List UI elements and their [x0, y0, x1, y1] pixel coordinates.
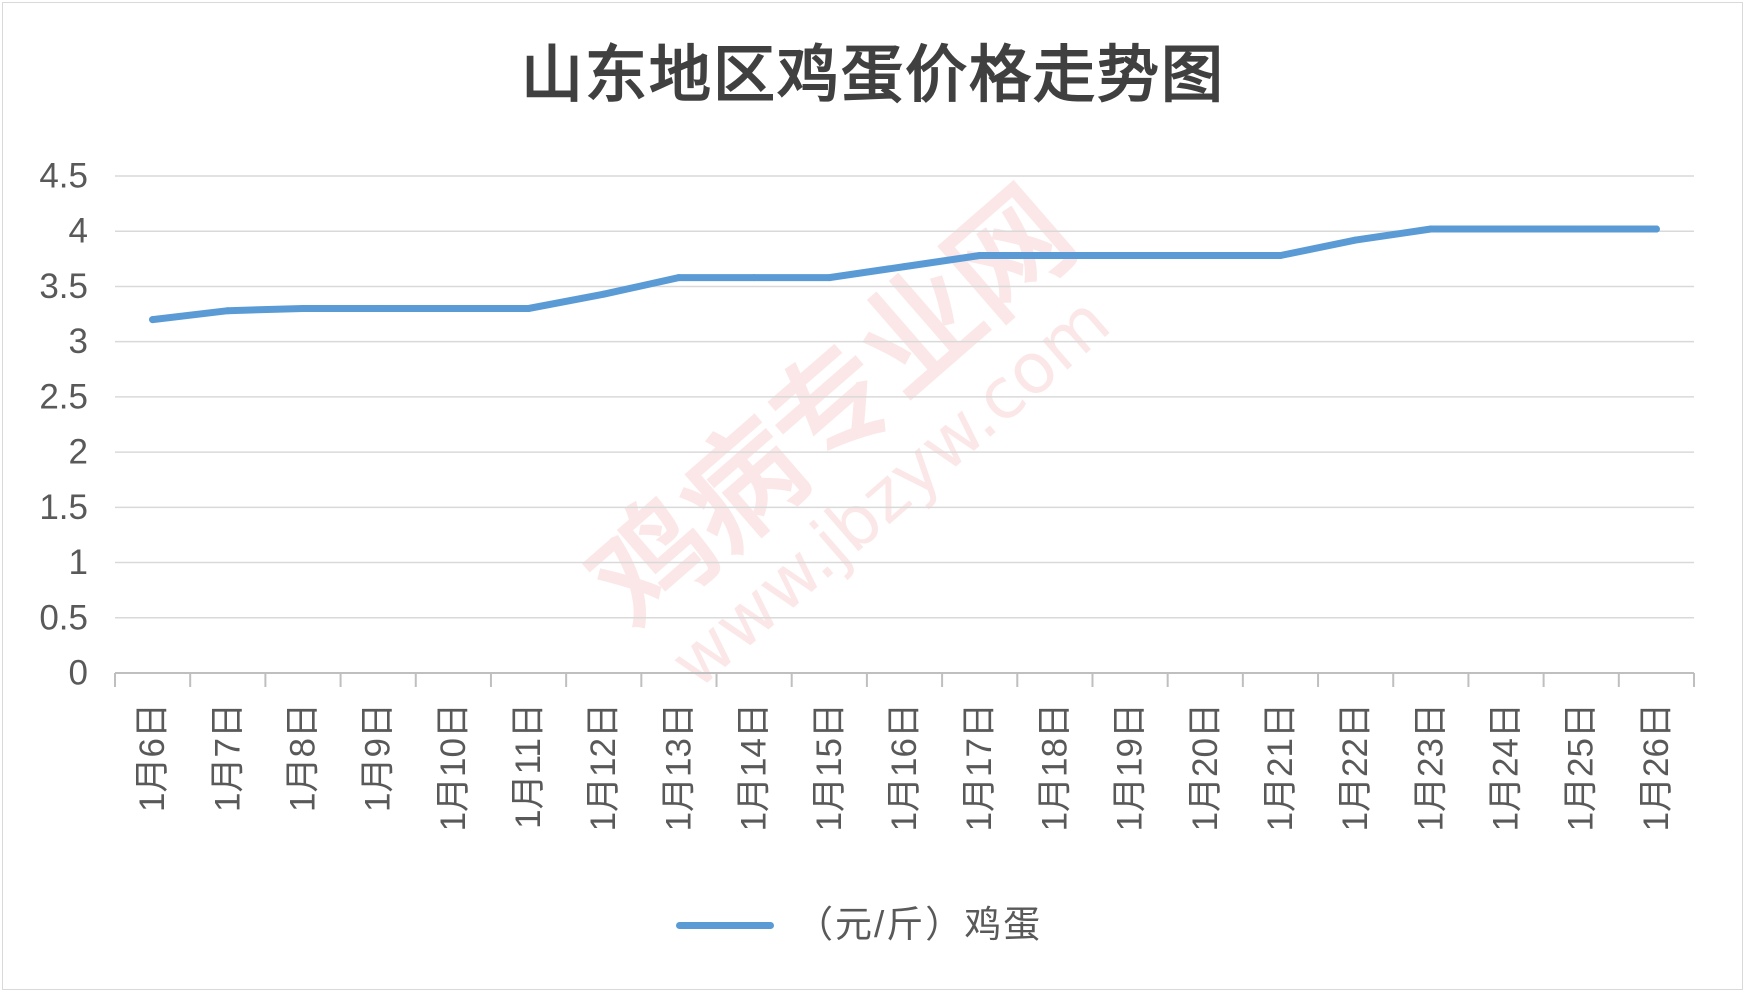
y-tick-label: 3: [69, 322, 88, 361]
legend-label: （元/斤）鸡蛋: [796, 904, 1043, 945]
y-tick-label: 2.5: [39, 377, 88, 416]
y-tick-label: 1: [69, 543, 88, 582]
data-point: [1652, 225, 1660, 233]
x-tick-label: 1月7日: [208, 703, 247, 812]
data-point: [224, 307, 232, 315]
y-tick-label: 4: [69, 212, 88, 251]
x-tick-label: 1月24日: [1487, 703, 1526, 831]
x-tick-label: 1月23日: [1411, 703, 1450, 831]
y-tick-label: 0: [69, 654, 88, 693]
data-point: [1051, 252, 1059, 260]
data-point: [1126, 252, 1134, 260]
x-tick-label: 1月6日: [133, 703, 172, 812]
x-tick-label: 1月26日: [1637, 703, 1676, 831]
x-tick-label: 1月9日: [359, 703, 398, 812]
y-tick-label: 2: [69, 433, 88, 472]
series-group: [149, 225, 1660, 324]
data-point: [1577, 225, 1585, 233]
data-point: [1201, 252, 1209, 260]
x-tick-label: 1月14日: [735, 703, 774, 831]
data-point: [675, 274, 683, 282]
x-tick-label: 1月21日: [1261, 703, 1300, 831]
x-axis: [114, 672, 1695, 687]
x-tick-label: 1月22日: [1336, 703, 1375, 831]
y-tick-label: 0.5: [39, 598, 88, 637]
x-tick-label: 1月13日: [659, 703, 698, 831]
data-point: [825, 274, 833, 282]
x-tick-label: 1月8日: [283, 703, 322, 812]
x-axis-labels: 1月6日 1月7日 1月8日 1月9日 1月10日 1月11日 1月12日 1月13日 1月14…: [133, 703, 1676, 831]
x-tick-label: 1月19日: [1111, 703, 1150, 831]
data-point: [149, 316, 157, 324]
x-tick-label: 1月12日: [584, 703, 623, 831]
data-point: [600, 290, 608, 298]
y-tick-label: 1.5: [39, 488, 88, 527]
x-tick-label: 1月16日: [885, 703, 924, 831]
data-point: [901, 263, 908, 271]
x-tick-label: 1月17日: [960, 703, 999, 831]
x-tick-label: 1月20日: [1186, 703, 1225, 831]
y-axis-labels: 0 0.5 1 1.5 2 2.5 3 3.5 4 4.5: [39, 157, 88, 693]
data-point: [1502, 225, 1510, 233]
data-point: [374, 305, 382, 313]
x-tick-label: 1月15日: [810, 703, 849, 831]
y-tick-label: 4.5: [39, 157, 88, 196]
x-tick-label: 1月25日: [1562, 703, 1601, 831]
legend-swatch: [676, 921, 774, 929]
y-tick-label: 3.5: [39, 267, 88, 306]
legend: （元/斤）鸡蛋: [676, 900, 1042, 950]
chart-title: 山东地区鸡蛋价格走势图: [520, 38, 1225, 111]
x-tick-label: 1月10日: [434, 703, 473, 831]
data-point: [1352, 236, 1360, 244]
data-point: [750, 274, 758, 282]
gridlines: [115, 175, 1694, 619]
data-point: [976, 252, 984, 260]
data-point: [299, 305, 307, 313]
data-point: [449, 305, 457, 313]
data-point: [1427, 225, 1435, 233]
data-point: [525, 305, 533, 313]
x-tick-label: 1月18日: [1035, 703, 1074, 831]
x-tick-label: 1月11日: [509, 703, 548, 829]
data-point: [1276, 252, 1284, 260]
